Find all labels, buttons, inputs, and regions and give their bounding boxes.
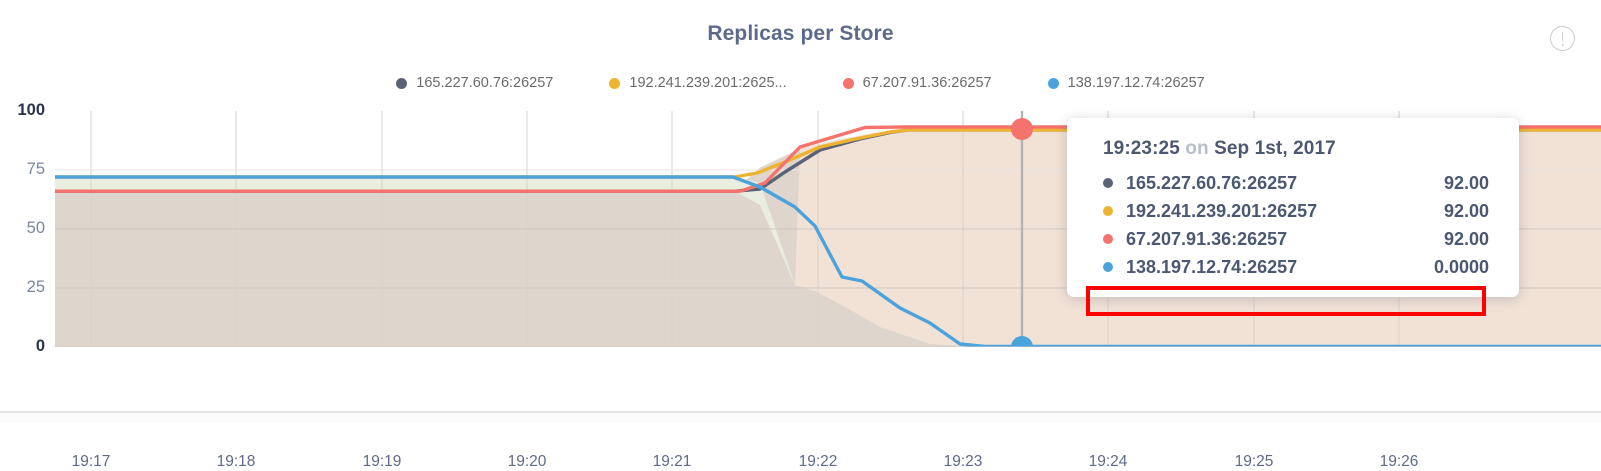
tooltip-series-label: 165.227.60.76:26257 [1126, 172, 1298, 193]
exclamation-circle-icon[interactable] [1550, 26, 1575, 51]
series-line-67-207-91-36 [55, 125, 1601, 193]
legend-item-3[interactable]: 138.197.12.74:26257 [1047, 75, 1205, 91]
legend-label: 192.241.239.201:2625... [629, 75, 787, 91]
x-tick-2: 19:19 [362, 453, 402, 470]
series-line-138-197-12-74 [55, 175, 1601, 347]
tooltip-row-2: 67.207.91.36:26257 92.00 [1067, 225, 1519, 253]
legend-color-dot [842, 77, 854, 89]
hover-tooltip: 19:23:25 on Sep 1st, 2017 165.227.60.76:… [1067, 118, 1519, 297]
y-tick-25: 25 [26, 278, 45, 296]
area-fill-pale-green [55, 177, 795, 285]
y-tick-100: 100 [17, 101, 45, 119]
tooltip-row-0: 165.227.60.76:26257 92.00 [1067, 169, 1519, 197]
panel-divider [0, 411, 1601, 413]
tooltip-on-word: on [1185, 138, 1209, 159]
tooltip-header: 19:23:25 on Sep 1st, 2017 [1067, 134, 1519, 169]
panel-footer-strip [0, 412, 1601, 423]
hover-marker-blue [1011, 336, 1033, 347]
tooltip-series-label: 192.241.239.201:26257 [1126, 200, 1318, 221]
tooltip-series-value: 92.00 [1443, 200, 1489, 221]
tooltip-series-value: 92.00 [1443, 228, 1489, 249]
hover-marker-red [1011, 118, 1033, 140]
legend-color-dot [396, 77, 408, 89]
legend-label: 67.207.91.36:26257 [862, 75, 992, 91]
legend-item-1[interactable]: 192.241.239.201:2625... [609, 75, 787, 91]
legend-label: 138.197.12.74:26257 [1067, 75, 1205, 91]
tooltip-color-dot [1103, 178, 1113, 188]
x-tick-4: 19:21 [652, 453, 692, 470]
chart-legend: 165.227.60.76:26257 192.241.239.201:2625… [0, 75, 1601, 91]
chart-panel: Replicas per Store 165.227.60.76:26257 1… [0, 0, 1601, 423]
tooltip-series-value: 0.0000 [1433, 256, 1489, 277]
tooltip-time: 19:23:25 [1103, 138, 1180, 159]
legend-color-dot [1047, 77, 1059, 89]
legend-item-2[interactable]: 67.207.91.36:26257 [842, 75, 992, 91]
tooltip-series-value: 92.00 [1443, 172, 1489, 193]
x-tick-8: 19:25 [1234, 453, 1274, 470]
x-tick-5: 19:22 [798, 453, 838, 470]
page-title: Replicas per Store [707, 22, 894, 45]
x-tick-9: 19:26 [1379, 453, 1419, 470]
tooltip-color-dot [1103, 262, 1113, 272]
tooltip-date: Sep 1st, 2017 [1214, 138, 1336, 159]
y-tick-75: 75 [26, 160, 45, 178]
tooltip-series-label: 67.207.91.36:26257 [1126, 228, 1288, 249]
x-tick-1: 19:18 [216, 453, 256, 470]
tooltip-color-dot [1103, 206, 1113, 216]
legend-item-0[interactable]: 165.227.60.76:26257 [396, 75, 553, 91]
tooltip-row-1: 192.241.239.201:26257 92.00 [1067, 197, 1519, 225]
x-tick-3: 19:20 [507, 453, 547, 470]
x-tick-7: 19:24 [1088, 453, 1128, 470]
y-tick-50: 50 [26, 219, 45, 237]
legend-label: 165.227.60.76:26257 [416, 75, 554, 91]
legend-color-dot [609, 77, 621, 89]
x-tick-6: 19:23 [943, 453, 983, 470]
tooltip-row-3: 138.197.12.74:26257 0.0000 [1067, 253, 1519, 281]
x-tick-0: 19:17 [71, 453, 111, 470]
tooltip-series-label: 138.197.12.74:26257 [1126, 256, 1298, 277]
tooltip-color-dot [1103, 234, 1113, 244]
y-tick-0: 0 [35, 337, 45, 355]
